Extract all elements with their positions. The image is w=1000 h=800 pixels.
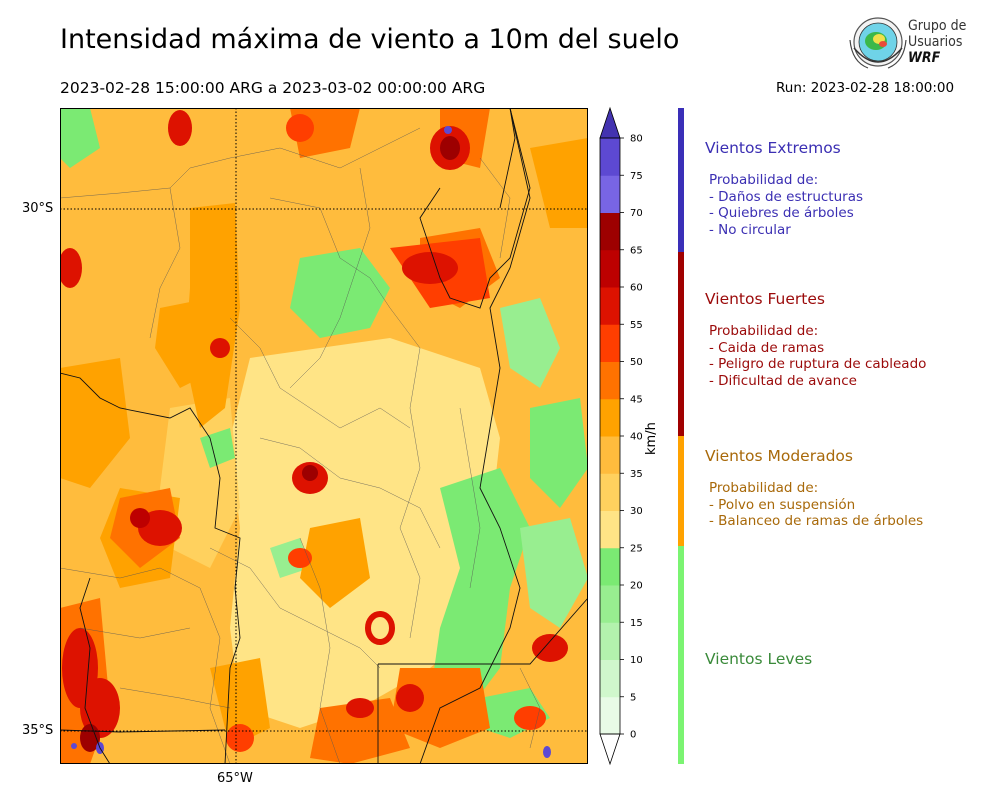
- category-bar: [678, 252, 684, 436]
- forecast-period: 2023-02-28 15:00:00 ARG a 2023-03-02 00:…: [60, 79, 486, 97]
- logo-line-2: Usuarios: [908, 34, 963, 50]
- colorbar-tick-label: 65: [630, 245, 643, 256]
- logo-text: Grupo de Usuarios WRF: [908, 18, 966, 66]
- colorbar-tick-label: 25: [630, 543, 643, 554]
- colorbar-tick-label: 5: [630, 692, 636, 703]
- category-desc-line: Probabilidad de:: [709, 323, 819, 339]
- colorbar-cell: [600, 249, 620, 288]
- wind-field: [60, 108, 588, 764]
- category-title: Vientos Extremos: [705, 139, 841, 157]
- wind-map: [60, 108, 588, 764]
- colorbar-tick-label: 60: [630, 283, 643, 294]
- colorbar-cell: [600, 659, 620, 698]
- colorbar-cell: [600, 361, 620, 400]
- colorbar-cell: [600, 287, 620, 325]
- colorbar-tick-label: 50: [630, 357, 643, 368]
- country-borders: [60, 108, 588, 764]
- colorbar-tick-label: 70: [630, 208, 643, 219]
- colorbar-tick-label: 35: [630, 469, 643, 480]
- category-bar: [678, 108, 684, 252]
- colorbar-cell: [600, 622, 620, 660]
- category-title: Vientos Fuertes: [705, 290, 825, 308]
- category-desc-line: - Daños de estructuras: [709, 188, 864, 205]
- map-title: Intensidad máxima de viento a 10m del su…: [60, 24, 680, 55]
- colorbar-tick-label: 0: [630, 730, 636, 741]
- lon-label-65w: 65°W: [217, 771, 253, 786]
- category-desc-line: - No circular: [709, 221, 791, 238]
- colorbar-tick-label: 20: [630, 581, 643, 592]
- graticule: [60, 108, 588, 764]
- colorbar-unit: km/h: [644, 422, 659, 455]
- colorbar: 0 5 10 15 20 25 30 35 40 45 50 55 60 65 70 75 80: [599, 106, 643, 766]
- logo-line-3: WRF: [908, 50, 941, 66]
- category-title: Vientos Moderados: [705, 447, 853, 465]
- category-desc-line: - Peligro de ruptura de cableado: [709, 356, 927, 372]
- colorbar-tick-label: 40: [630, 432, 643, 443]
- colorbar-cell: [600, 212, 620, 251]
- colorbar-extend-low: [599, 733, 621, 766]
- category-desc-line: - Quiebres de árboles: [709, 205, 854, 221]
- province-borders: [60, 127, 541, 764]
- category-title: Vientos Leves: [705, 650, 813, 668]
- colorbar-extend-high: [599, 106, 621, 139]
- colorbar-tick-label: 45: [630, 394, 643, 405]
- run-time: Run: 2023-02-28 18:00:00: [776, 80, 955, 96]
- colorbar-cell: [600, 398, 620, 437]
- category-bar: [678, 546, 684, 764]
- category-desc-line: - Polvo en suspensión: [709, 496, 856, 513]
- category-description: Probabilidad de: - Polvo en suspensión - B…: [709, 480, 923, 530]
- category-desc-line: Probabilidad de:: [709, 480, 819, 496]
- colorbar-tick-label: 75: [630, 171, 643, 182]
- category-desc-line: - Balanceo de ramas de árboles: [709, 513, 924, 529]
- colorbar-cell: [600, 547, 620, 586]
- colorbar-ticks: 0 5 10 15 20 25 30 35 40 45 50 55 60 65 70 75 80: [620, 134, 643, 741]
- colorbar-cell: [600, 324, 620, 362]
- colorbar-tick-label: 30: [630, 506, 643, 517]
- grupo-wrf-logo: [849, 17, 907, 69]
- colorbar-tick-label: 55: [630, 320, 643, 331]
- colorbar-cell: [600, 473, 620, 511]
- lat-label-35s: 35°S: [22, 723, 54, 738]
- map-frame: [60, 108, 588, 764]
- lat-label-30s: 30°S: [22, 201, 54, 216]
- logo-line-1: Grupo de: [908, 18, 967, 34]
- category-desc-line: - Dificultad de avance: [709, 372, 857, 389]
- category-desc-line: Probabilidad de:: [709, 172, 819, 188]
- colorbar-cell: [600, 436, 620, 474]
- colorbar-cell: [600, 510, 620, 549]
- colorbar-cell: [600, 175, 620, 213]
- colorbar-tick-label: 15: [630, 618, 643, 629]
- colorbar-cell: [600, 138, 620, 176]
- colorbar-cell: [600, 696, 620, 735]
- globe-icon: [849, 17, 907, 69]
- category-bar: [678, 436, 684, 546]
- colorbar-cells: [599, 106, 621, 766]
- category-description: Probabilidad de: - Caida de ramas - Peligr…: [709, 323, 926, 389]
- colorbar-tick-label: 10: [630, 655, 643, 666]
- category-description: Probabilidad de: - Daños de estructuras - …: [709, 172, 863, 238]
- colorbar-cell: [600, 585, 620, 623]
- category-desc-line: - Caida de ramas: [709, 339, 825, 356]
- colorbar-tick-label: 80: [630, 134, 643, 145]
